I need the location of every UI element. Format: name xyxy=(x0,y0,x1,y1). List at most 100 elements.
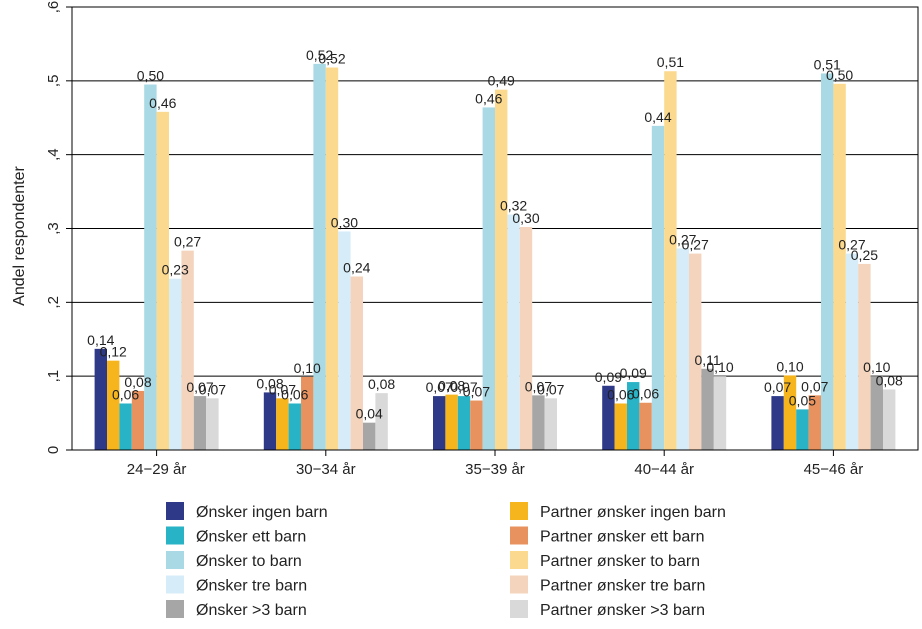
bar xyxy=(119,403,132,450)
bar-value-label: 0,07 xyxy=(426,379,453,395)
bar xyxy=(206,398,219,450)
bar xyxy=(796,409,809,450)
bar-value-label: 0,07 xyxy=(450,379,477,395)
legend-label: Partner ønsker ett barn xyxy=(540,529,705,546)
bar xyxy=(301,376,314,450)
bar xyxy=(433,396,446,450)
bar xyxy=(602,385,615,450)
legend-item: Partner ønsker >3 barn xyxy=(510,600,705,619)
bar-value-label: 0,08 xyxy=(438,378,465,394)
legend-item: Ønsker ett barn xyxy=(166,526,306,546)
legend-swatch xyxy=(166,502,184,520)
legend-label: Ønsker tre barn xyxy=(196,578,307,595)
bar-value-label: 0,52 xyxy=(306,47,333,63)
bar-value-label: 0,05 xyxy=(789,392,816,408)
bar xyxy=(325,67,339,450)
bar-value-label: 0,08 xyxy=(256,375,283,391)
bar xyxy=(627,382,640,450)
bar-value-label: 0,08 xyxy=(876,372,903,388)
bar-value-label: 0,10 xyxy=(294,360,321,376)
legend-label: Ønsker ett barn xyxy=(196,529,306,546)
bar xyxy=(169,278,182,450)
y-tick-label: ,4 xyxy=(45,148,62,161)
bar xyxy=(639,402,652,450)
bar xyxy=(771,396,784,450)
bar-value-label: 0,32 xyxy=(500,197,527,213)
bar-value-label: 0,08 xyxy=(124,374,151,390)
bar-value-label: 0,51 xyxy=(657,54,684,70)
y-tick-label: ,5 xyxy=(45,75,62,88)
legend-swatch xyxy=(510,526,528,545)
bar xyxy=(808,395,821,450)
legend-item: Partner ønsker to barn xyxy=(510,551,700,570)
bar xyxy=(833,83,846,450)
bar xyxy=(519,227,533,450)
legend-item: Ønsker >3 barn xyxy=(166,600,307,619)
bar xyxy=(156,111,169,451)
x-ticks: 24−29 år 30−34 år 35−39 år 40−44 år 45−46 år xyxy=(127,450,863,478)
bar xyxy=(482,107,495,450)
bars xyxy=(94,63,896,451)
legend-label: Partner ønsker ingen barn xyxy=(540,504,726,521)
legend-swatch xyxy=(510,600,528,618)
bar-value-label: 0,07 xyxy=(199,381,226,397)
bar xyxy=(689,253,702,450)
bar-value-label: 0,52 xyxy=(318,51,345,67)
legend-item: Partner ønsker ingen barn xyxy=(510,502,726,521)
bar-value-label: 0,11 xyxy=(694,352,720,368)
y-tick-label: ,2 xyxy=(45,296,62,309)
bar-value-label: 0,50 xyxy=(137,68,164,84)
bar-value-label: 0,07 xyxy=(525,378,552,394)
y-ticks: 0 ,1 ,2 ,3 ,4 ,5 ,6 xyxy=(45,1,72,454)
bar xyxy=(276,398,289,450)
bar-value-label: 0,14 xyxy=(87,332,114,348)
bar-value-label: 0,46 xyxy=(149,95,176,111)
bar xyxy=(870,376,883,450)
bar xyxy=(664,71,677,451)
bar xyxy=(821,73,834,450)
bar-value-label: 0,06 xyxy=(281,386,308,402)
bar-value-label: 0,07 xyxy=(537,381,564,397)
bar-value-label: 0,10 xyxy=(706,359,733,375)
x-tick-label: 24−29 år xyxy=(127,461,187,478)
bar-value-label: 0,04 xyxy=(356,406,383,422)
bar xyxy=(313,63,326,451)
bar xyxy=(445,394,458,450)
bar-value-label: 0,07 xyxy=(269,381,296,397)
bar xyxy=(288,403,301,450)
bar xyxy=(495,89,508,451)
y-tick-label: ,6 xyxy=(45,1,62,14)
x-tick-label: 35−39 år xyxy=(465,461,525,478)
bar-value-label: 0,27 xyxy=(669,231,696,247)
bar-value-label: 0,46 xyxy=(475,90,502,106)
bar-value-label: 0,27 xyxy=(682,237,709,253)
legend-item: Partner ønsker tre barn xyxy=(510,575,705,595)
bar xyxy=(193,396,207,450)
bar xyxy=(676,248,689,450)
bar xyxy=(783,375,797,450)
bar xyxy=(457,396,471,450)
bar-value-label: 0,07 xyxy=(463,384,490,400)
bar xyxy=(713,376,727,450)
legend-swatch xyxy=(510,575,528,594)
legend-swatch xyxy=(166,575,184,594)
bar-value-label: 0,27 xyxy=(838,237,865,253)
bar-value-label: 0,07 xyxy=(764,379,791,395)
bar-value-label: 0,08 xyxy=(368,376,395,392)
bar-value-label: 0,23 xyxy=(162,262,189,278)
y-tick-label: 0 xyxy=(45,446,62,454)
bar xyxy=(338,231,351,450)
x-tick-label: 45−46 år xyxy=(804,461,864,478)
bar xyxy=(614,403,627,450)
legend-item: Ønsker ingen barn xyxy=(166,502,328,521)
bar-value-label: 0,10 xyxy=(863,359,890,375)
bar xyxy=(94,348,107,450)
y-tick-label: ,3 xyxy=(45,222,62,235)
bar-labels: 0,140,120,060,080,500,460,230,270,070,07… xyxy=(87,47,903,422)
bar xyxy=(651,125,665,450)
legend-label: Partner ønsker tre barn xyxy=(540,578,705,595)
bar xyxy=(350,276,363,450)
bar-value-label: 0,51 xyxy=(814,56,841,72)
bar xyxy=(375,393,388,450)
